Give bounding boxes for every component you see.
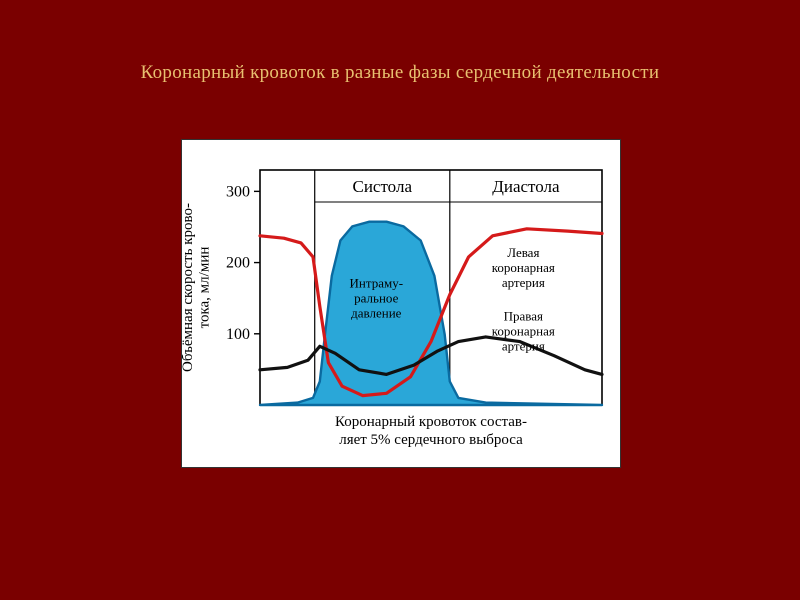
svg-text:200: 200	[226, 255, 250, 272]
figure-frame: 100 200 300 Объёмная скорость крово-тока, м…	[181, 139, 621, 468]
svg-text:300: 300	[226, 183, 250, 200]
svg-text:100: 100	[226, 326, 250, 343]
svg-text:Интраму-ральноедавление: Интраму-ральноедавление	[350, 276, 404, 321]
svg-text:Объёмная скорость крово-тока,: Объёмная скорость крово-тока, мл/мин	[182, 203, 212, 372]
svg-text:Праваякоронарнаяартерия: Праваякоронарнаяартерия	[492, 308, 555, 353]
intramural-pressure-area	[260, 222, 602, 405]
svg-text:Систола: Систола	[353, 177, 413, 196]
caption: Коронарный кровоток состав-ляет 5% серде…	[335, 414, 527, 448]
coronary-flow-chart: 100 200 300 Объёмная скорость крово-тока, м…	[182, 140, 620, 467]
svg-text:Леваякоронарнаяартерия: Леваякоронарнаяартерия	[492, 245, 555, 290]
svg-text:Диастола: Диастола	[492, 177, 560, 196]
slide: Коронарный кровоток в разные фазы сердеч…	[0, 0, 800, 600]
slide-title: Коронарный кровоток в разные фазы сердеч…	[0, 62, 800, 84]
